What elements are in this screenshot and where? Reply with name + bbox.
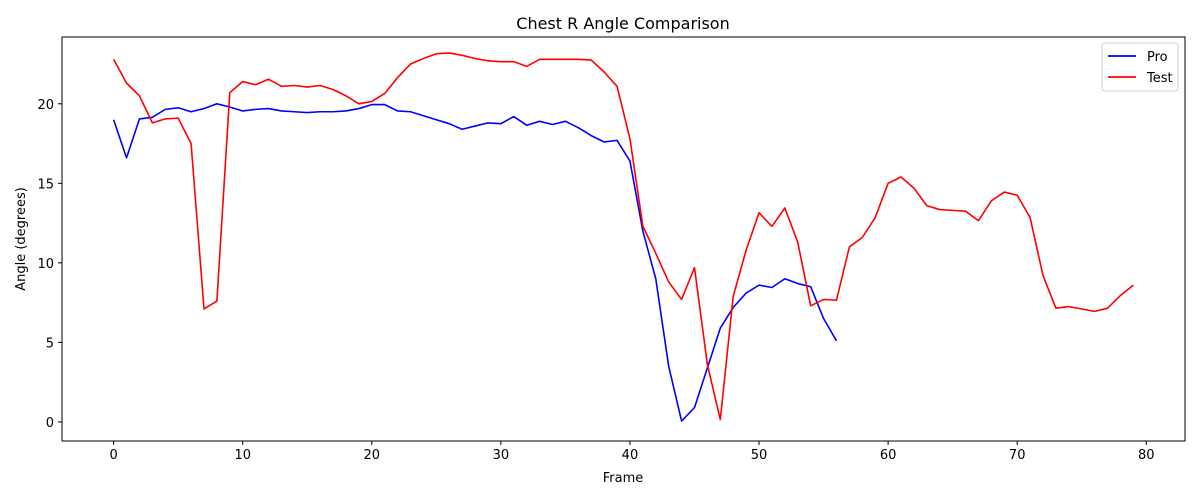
x-axis-label: Frame xyxy=(603,471,644,486)
y-tick-label: 10 xyxy=(37,257,54,272)
y-tick-label: 5 xyxy=(46,336,54,351)
x-tick-label: 50 xyxy=(751,448,768,463)
y-axis-label: Angle (degrees) xyxy=(14,187,29,291)
x-tick-label: 40 xyxy=(622,448,639,463)
series-line-test xyxy=(112,52,1134,421)
plot-area xyxy=(112,52,1134,422)
y-tick-label: 0 xyxy=(46,416,54,431)
x-axis: 0 10 20 30 40 50 60 70 80 xyxy=(109,441,1155,463)
y-tick-label: 20 xyxy=(37,98,54,113)
plot-frame xyxy=(61,36,1186,442)
legend: Pro Test xyxy=(1101,42,1179,92)
x-tick-label: 0 xyxy=(109,448,117,463)
x-tick-label: 10 xyxy=(234,448,251,463)
x-tick-label: 70 xyxy=(1009,448,1026,463)
x-tick-label: 80 xyxy=(1138,448,1155,463)
x-tick-label: 60 xyxy=(880,448,897,463)
y-axis: 0 5 10 15 20 xyxy=(37,98,62,431)
legend-label-pro: Pro xyxy=(1147,50,1168,65)
y-tick-label: 15 xyxy=(37,177,54,192)
legend-label-test: Test xyxy=(1146,71,1173,86)
legend-box xyxy=(1101,42,1179,92)
x-tick-label: 30 xyxy=(493,448,510,463)
chart-title: Chest R Angle Comparison xyxy=(516,14,729,33)
x-tick-label: 20 xyxy=(364,448,381,463)
series-line-pro xyxy=(112,103,838,422)
